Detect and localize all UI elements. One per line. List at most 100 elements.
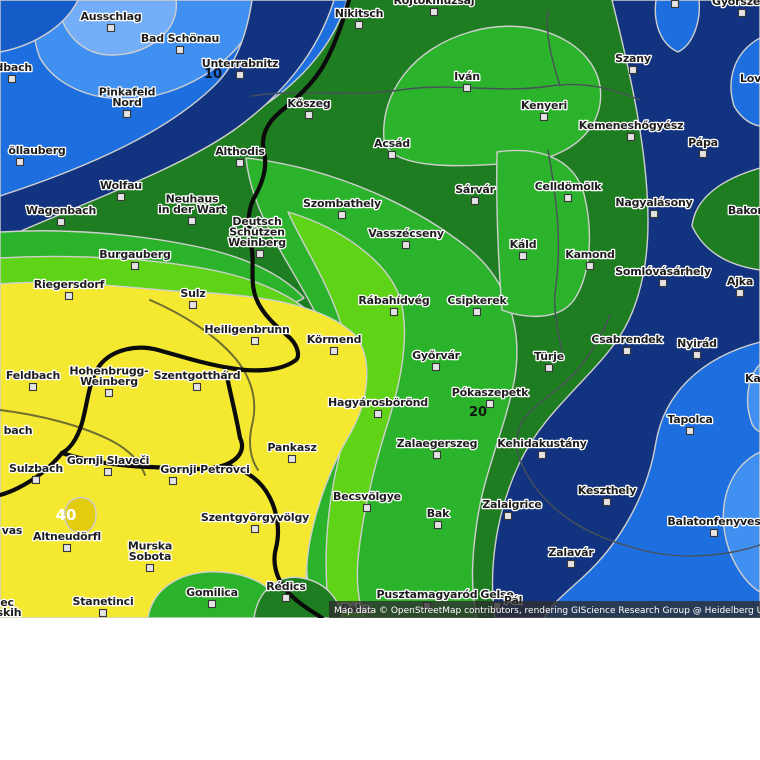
town-marker xyxy=(56,217,66,227)
town-marker xyxy=(431,362,441,372)
town: Sulz xyxy=(179,286,207,310)
town-label: Csipkerek xyxy=(447,294,507,307)
town: Győrszemere xyxy=(711,0,760,18)
town-label: Szombathely xyxy=(303,197,381,210)
town-marker xyxy=(539,112,549,122)
town-label: Murska Sobota xyxy=(128,540,172,564)
town-marker xyxy=(670,0,680,9)
town-label: Zalavár xyxy=(548,546,594,559)
town-marker xyxy=(168,476,178,486)
town-label: Türje xyxy=(534,350,564,363)
legend-panel: Accumulated total precipitation (mm) Fro… xyxy=(0,618,760,760)
town: Burgauberg xyxy=(98,247,172,271)
town: Kemeneshőgyész xyxy=(577,118,685,142)
town-marker xyxy=(104,388,114,398)
map-attribution-text: Map data © OpenStreetMap contributors, r… xyxy=(334,606,760,616)
town: Káld xyxy=(508,237,538,261)
town-marker xyxy=(130,261,140,271)
town-marker xyxy=(709,528,719,538)
town-label: Bak xyxy=(427,507,450,520)
town: Rédics xyxy=(265,579,308,603)
town-label: Körmend xyxy=(307,333,362,346)
contour-value-label: 20 xyxy=(469,405,487,420)
town-label: Gornji Slaveči xyxy=(67,454,149,467)
town-marker xyxy=(563,193,573,203)
town-marker xyxy=(692,350,702,360)
town-marker xyxy=(250,336,260,346)
town-marker xyxy=(15,157,25,167)
town-label: Balatonfenyves xyxy=(667,515,760,528)
town-label: Somlóvásárhely xyxy=(615,265,711,278)
town-label: Stanetinci xyxy=(72,595,133,608)
town-marker xyxy=(470,196,480,206)
town: Szentgotthárd xyxy=(152,368,242,392)
town: Bakony xyxy=(727,203,760,219)
town-label: Gornji Petrovci xyxy=(160,463,249,476)
town-label: Zalaegerszeg xyxy=(397,437,478,450)
town: Acsád xyxy=(373,136,411,160)
town-label: Nikitsch xyxy=(335,7,384,20)
town-marker xyxy=(566,559,576,569)
town-label: Bakony xyxy=(728,204,760,217)
town: Szombathely xyxy=(302,196,382,220)
town: bach xyxy=(2,423,34,439)
town-marker xyxy=(188,300,198,310)
town: Kőszeg xyxy=(286,96,332,120)
town-marker xyxy=(628,65,638,75)
town-label: Zalaigrice xyxy=(482,498,541,511)
town: ldbach xyxy=(0,60,34,84)
town: Nyirád xyxy=(676,336,718,360)
town-label: Sulz xyxy=(180,287,205,300)
town: Zalaigrice xyxy=(481,497,543,521)
town-label: Szentgyörgyvölgy xyxy=(201,511,309,524)
town-label: vas xyxy=(2,524,23,537)
town: Lová xyxy=(739,71,760,87)
town-marker xyxy=(28,382,38,392)
town: Körmend xyxy=(305,332,363,356)
town-label: Tapolca xyxy=(667,413,712,426)
town: Vasszécseny xyxy=(367,226,445,250)
town-label: Pankasz xyxy=(267,441,316,454)
town: öllauberg xyxy=(7,143,67,167)
town: Pinkafeld Nord xyxy=(97,84,157,119)
town: Zalaegerszeg xyxy=(395,436,479,460)
town: Riegersdorf xyxy=(32,277,106,301)
town-label: Rábahídvég xyxy=(358,294,429,307)
town-label: Káld xyxy=(510,238,537,251)
town-marker xyxy=(472,307,482,317)
country-borders xyxy=(0,0,352,618)
town: Deutsch Schützen Weinberg xyxy=(227,214,287,259)
town: Murska Sobota xyxy=(127,538,174,573)
town-label: Nyirád xyxy=(677,337,717,350)
town-label: Gomilica xyxy=(186,586,238,599)
town-label: Acsád xyxy=(374,137,410,150)
town-marker xyxy=(281,593,291,603)
town-label: Altneudörfl xyxy=(33,530,101,543)
town-label: Szentgotthárd xyxy=(154,369,241,382)
town-label: Hohenbrugg-Weinberg xyxy=(69,365,148,389)
town-label: Kehidakustány xyxy=(497,437,586,450)
town-label: Iván xyxy=(454,70,480,83)
town-label: öllauberg xyxy=(8,144,65,157)
town: Iván xyxy=(453,69,481,93)
town: skih xyxy=(0,605,23,618)
town-marker xyxy=(304,110,314,120)
town: Kapolcs xyxy=(744,371,760,387)
town-label: Pókaszepetk xyxy=(452,386,529,399)
town: Csabrendek xyxy=(590,332,665,356)
town: Neuhaus in der Wart xyxy=(157,191,227,226)
town-label: Pápa xyxy=(688,136,718,149)
town-marker xyxy=(658,278,668,288)
town-label: Győrvár xyxy=(412,349,461,362)
town-marker xyxy=(698,149,708,159)
town: Szany xyxy=(614,51,652,75)
town-marker xyxy=(429,7,439,17)
town: Zalavár xyxy=(547,545,596,569)
town-label: Hagyárosbörönd xyxy=(328,396,428,409)
town-label: Burgauberg xyxy=(99,248,170,261)
town-marker xyxy=(737,8,747,18)
town-marker xyxy=(537,450,547,460)
town-marker xyxy=(116,192,126,202)
town: Ausschlag xyxy=(79,9,143,33)
